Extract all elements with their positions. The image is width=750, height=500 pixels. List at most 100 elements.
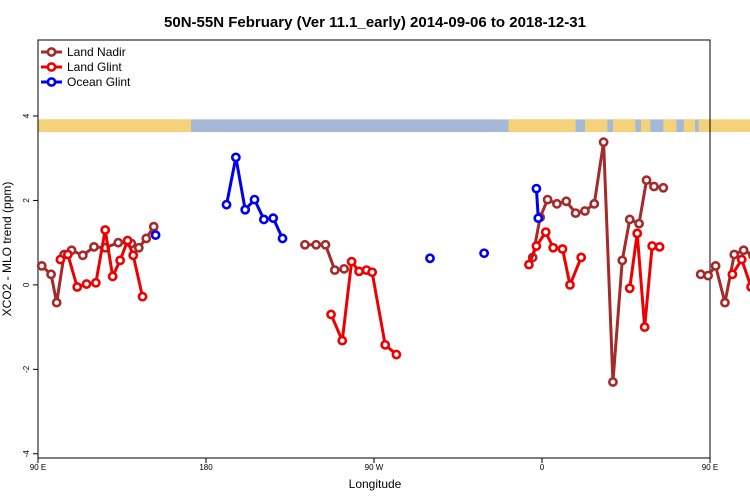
data-point (632, 228, 643, 239)
series-line (531, 140, 664, 384)
y-axis-ticks: -4 -2 0 2 4 (22, 113, 38, 457)
data-point (738, 245, 749, 256)
data-point (634, 218, 644, 229)
data-point (695, 269, 706, 280)
data-point (354, 266, 364, 277)
data-point (326, 309, 336, 320)
data-point (658, 182, 669, 193)
data-point (576, 252, 587, 263)
data-point (552, 198, 562, 209)
strip-land (663, 119, 677, 133)
data-point (277, 233, 288, 244)
x-tick-label: 90 W (365, 463, 384, 472)
y-tick-label: -2 (22, 365, 31, 373)
data-point (720, 297, 730, 308)
data-point (337, 335, 348, 346)
series-land-nadir (36, 137, 750, 387)
series-line (731, 258, 750, 289)
data-point (122, 235, 133, 246)
data-point (258, 214, 269, 225)
data-point (548, 242, 559, 253)
strip-land (698, 119, 750, 133)
data-point (647, 241, 658, 251)
x-tick-label: 90 E (702, 463, 718, 472)
data-point (727, 269, 738, 280)
strip-land (640, 119, 651, 133)
data-point (589, 198, 600, 209)
data-point (608, 377, 618, 387)
x-tick-label: 90 E (30, 463, 46, 472)
legend-marker (46, 77, 57, 87)
data-point (150, 230, 161, 240)
data-point (479, 248, 490, 259)
data-point (639, 322, 650, 333)
data-point (36, 260, 47, 271)
data-point (62, 249, 73, 260)
data-point (654, 241, 665, 252)
y-tick-label: -4 (22, 450, 31, 458)
data-point (133, 242, 144, 253)
land-ocean-strip (38, 119, 750, 133)
data-point (346, 256, 357, 267)
legend-label: Land Glint (67, 60, 122, 74)
data-point (137, 291, 148, 302)
data-point (89, 241, 99, 252)
data-point (90, 277, 101, 288)
data-point (425, 253, 435, 264)
data-point (710, 260, 721, 271)
x-tick-label: 0 (540, 463, 545, 472)
data-point (367, 267, 378, 278)
data-point (524, 259, 534, 270)
data-point (557, 244, 568, 254)
data-point (598, 137, 609, 148)
data-point (311, 239, 322, 250)
data-point (141, 233, 152, 244)
data-point (300, 239, 310, 250)
strip-land (584, 119, 608, 133)
data-point (107, 271, 118, 282)
legend-marker (46, 47, 57, 57)
data-point (531, 183, 542, 194)
data-point (249, 194, 260, 205)
strip-land (38, 119, 192, 133)
data-point (561, 196, 572, 207)
data-point (77, 250, 88, 261)
data-point (128, 250, 139, 261)
data-point (570, 208, 581, 219)
data-point (339, 263, 350, 274)
data-point (320, 239, 331, 250)
data-point (230, 152, 241, 163)
x-axis-label: Longitude (349, 477, 402, 491)
x-tick-label: 180 (199, 463, 213, 472)
data-point (268, 213, 279, 224)
data-point (533, 213, 544, 224)
series-line (534, 188, 540, 219)
series-layer (36, 137, 750, 387)
y-axis-label: XCO2 - MLO trend (ppm) (0, 182, 14, 317)
data-point (391, 349, 402, 360)
legend-label: Land Nadir (67, 45, 126, 59)
data-point (51, 297, 62, 308)
data-point (624, 283, 635, 294)
data-point (240, 204, 251, 215)
y-tick-label: 0 (22, 282, 31, 287)
x-axis-ticks: 90 E 180 90 W 0 90 E (30, 458, 718, 472)
data-point (624, 214, 635, 225)
strip-land (683, 119, 696, 133)
legend-marker (46, 62, 57, 72)
data-point (81, 279, 92, 289)
data-point (115, 255, 126, 266)
data-point (617, 255, 628, 266)
data-point (729, 249, 740, 260)
series-ocean-glint (150, 152, 544, 264)
strip-land (612, 119, 636, 133)
legend-label: Ocean Glint (67, 75, 131, 89)
data-point (542, 194, 553, 205)
data-point (55, 254, 66, 265)
data-point (329, 265, 340, 276)
data-point (540, 227, 551, 238)
data-point (380, 339, 391, 350)
data-point (746, 282, 750, 292)
